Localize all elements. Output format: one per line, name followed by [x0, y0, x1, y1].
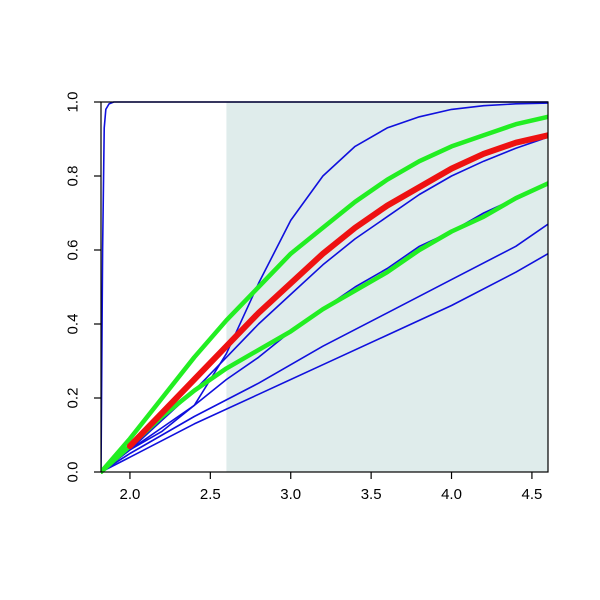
series-layer [101, 101, 548, 474]
y-tick-label: 0.0 [65, 462, 82, 483]
series-line-9 [126, 132, 548, 450]
x-tick-label: 2.5 [200, 486, 221, 503]
y-tick-label: 1.0 [65, 92, 82, 113]
series-line-8 [101, 181, 548, 474]
y-tick-label: 0.2 [65, 388, 82, 409]
x-tick-label: 3.5 [361, 486, 382, 503]
shaded-region [226, 102, 548, 472]
x-tick-label: 3.0 [280, 486, 301, 503]
series-line-7 [101, 114, 548, 474]
shaded-region-layer [226, 102, 548, 472]
series-line-6 [101, 252, 548, 473]
x-tick-label: 4.5 [521, 486, 542, 503]
axes-layer: 2.0 2.5 3.0 3.5 4.0 4.5 0.0 0.2 0.4 0.6 0.8 1.0 [65, 92, 549, 503]
y-tick-label: 0.6 [65, 240, 82, 261]
series-line-2 [101, 102, 548, 473]
x-tick-label: 2.0 [120, 486, 141, 503]
plot-frame [100, 101, 549, 473]
y-tick-label: 0.8 [65, 166, 82, 187]
y-tick-label: 0.4 [65, 314, 82, 335]
series-line-5 [101, 223, 548, 473]
x-tick-label: 4.0 [441, 486, 462, 503]
